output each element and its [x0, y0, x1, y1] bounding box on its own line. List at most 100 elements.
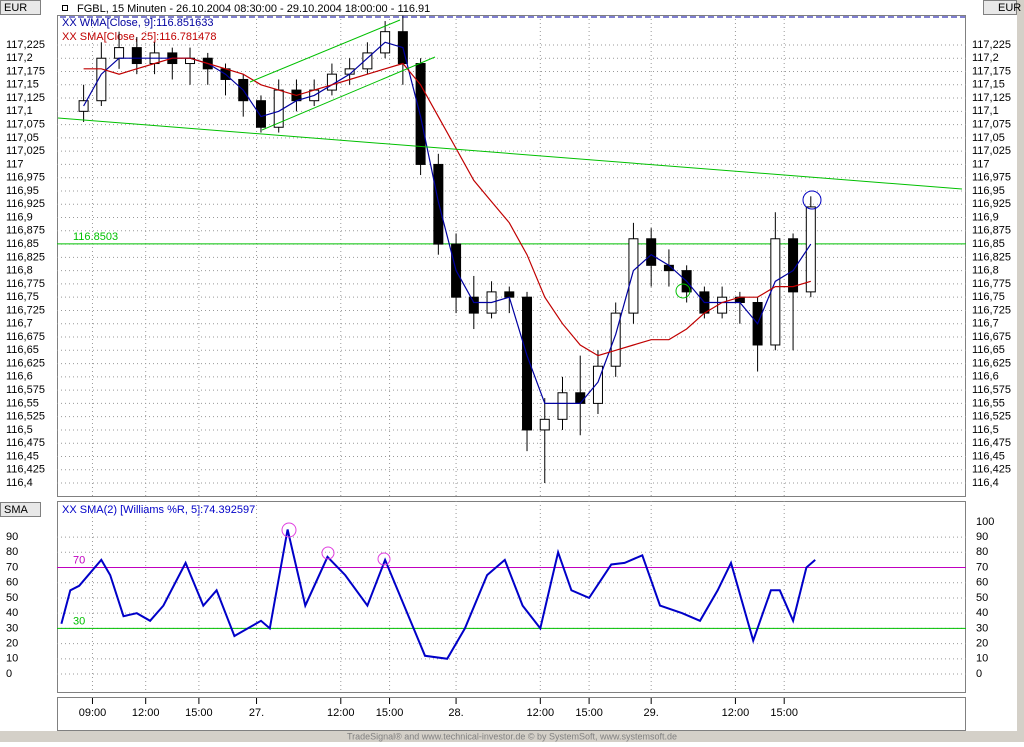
y-tick-label: 116,825: [6, 251, 45, 263]
indicator-frame: [57, 501, 966, 693]
y-tick-label: 116,75: [6, 291, 39, 303]
panel-label: SMA: [4, 504, 29, 516]
y-tick-label: 116,675: [972, 331, 1011, 343]
candle-body: [362, 52, 373, 70]
x-tick-label: 15:00: [376, 707, 404, 719]
y-tick-label: 117,175: [972, 65, 1011, 77]
y-tick-label: 116,7: [972, 318, 999, 330]
legend-entry: XX SMA[Close, 25]:116.781478: [62, 31, 217, 43]
candle-body: [717, 296, 728, 314]
y-tick-label: 116,925: [972, 198, 1011, 210]
y-tick-label: 40: [6, 607, 18, 619]
y-tick-label: 117,1: [6, 105, 33, 117]
y-tick-label: 116,9: [972, 211, 999, 223]
y-tick-label: 90: [6, 531, 18, 543]
y-tick-label: 116,85: [972, 238, 1005, 250]
time-axis-frame: [57, 697, 966, 731]
marker-circle: [281, 522, 297, 538]
candle-body: [539, 418, 550, 431]
marker-circle: [321, 546, 335, 560]
candle-body: [805, 206, 816, 293]
y-tick-label: 116,875: [972, 225, 1011, 237]
candle-body: [78, 100, 89, 112]
reference-label: 30: [73, 615, 85, 627]
y-tick-label: 116,65: [972, 344, 1005, 356]
y2-tick-label: 100: [976, 516, 994, 528]
x-tick-label: 15:00: [185, 707, 213, 719]
candle-body: [114, 47, 125, 59]
marker-circle: [377, 552, 391, 566]
y-tick-label: 116,5: [6, 424, 33, 436]
y2-tick-label: 80: [976, 546, 988, 558]
candle-body: [770, 238, 781, 346]
indicator-line: [83, 57, 811, 357]
y-tick-label: 117,075: [972, 119, 1011, 131]
y-tick-label: 116,575: [6, 384, 45, 396]
y-tick-label: 116,775: [972, 278, 1011, 290]
y-tick-label: 117,05: [972, 132, 1005, 144]
candle-body: [788, 238, 799, 293]
y-tick-label: 117,075: [6, 119, 45, 131]
y2-tick-label: 30: [976, 622, 988, 634]
y-tick-label: 117,15: [6, 79, 39, 91]
y-tick-label: 116,9: [6, 211, 33, 223]
y-tick-label: 116,675: [6, 331, 45, 343]
y-tick-label: 116,525: [972, 411, 1011, 423]
y-tick-label: 116,6: [6, 371, 33, 383]
x-tick-label: 15:00: [770, 707, 798, 719]
y-tick-label: 116,825: [972, 251, 1011, 263]
y-tick-label: 116,45: [972, 450, 1005, 462]
candle-body: [575, 392, 586, 404]
y-tick-label: 116,425: [972, 464, 1011, 476]
y-tick-label: 116,85: [6, 238, 39, 250]
y-tick-label: 117,225: [972, 39, 1011, 51]
y-tick-label: 116,65: [6, 344, 39, 356]
title-icon: [62, 5, 68, 11]
y2-tick-label: 0: [976, 668, 982, 680]
x-tick-label: 15:00: [575, 707, 603, 719]
y-tick-label: 116,875: [6, 225, 45, 237]
x-tick-label: 12:00: [327, 707, 355, 719]
x-tick-label: 29.: [644, 707, 659, 719]
unit-label: EUR: [998, 2, 1021, 14]
x-tick-label: 09:00: [79, 707, 107, 719]
y-tick-label: 116,625: [6, 357, 45, 369]
y-tick-label: 117,125: [972, 92, 1011, 104]
candle-body: [415, 63, 426, 165]
y-tick-label: 30: [6, 622, 18, 634]
legend-entry: XX SMA(2) [Williams %R, 5]:74.392597: [62, 504, 255, 516]
y-tick-label: 117,025: [972, 145, 1011, 157]
marker-circle: [802, 190, 822, 210]
candle-body: [326, 73, 337, 91]
y-tick-label: 20: [6, 638, 18, 650]
unit-label: EUR: [4, 2, 27, 14]
candle-body: [504, 291, 515, 298]
chart-title: FGBL, 15 Minuten - 26.10.2004 08:30:00 -…: [77, 3, 430, 15]
y-tick-label: 116,95: [972, 185, 1005, 197]
price-frame: [57, 15, 966, 497]
y-tick-label: 116,725: [6, 304, 45, 316]
side-strip: [1017, 0, 1024, 742]
y2-tick-label: 20: [976, 638, 988, 650]
y-tick-label: 70: [6, 561, 18, 573]
y-tick-label: 116,8: [6, 265, 33, 277]
y-tick-label: 116,75: [972, 291, 1005, 303]
y-tick-label: 117: [6, 158, 24, 170]
y-tick-label: 116,725: [972, 304, 1011, 316]
y2-tick-label: 60: [976, 577, 988, 589]
y-tick-label: 117,05: [6, 132, 39, 144]
unit-box: [0, 0, 41, 15]
y-tick-label: 117,225: [6, 39, 45, 51]
candle-body: [628, 238, 639, 314]
footer: TradeSignal® and www.technical-investor.…: [347, 731, 677, 741]
y-tick-label: 117,2: [972, 52, 999, 64]
legend-entry: XX WMA[Close, 9]:116.851633: [62, 17, 213, 29]
y2-tick-label: 50: [976, 592, 988, 604]
y-tick-label: 116,475: [6, 437, 45, 449]
reference-label: 116.8503: [73, 231, 118, 243]
candle-body: [557, 392, 568, 420]
y2-tick-label: 90: [976, 531, 988, 543]
reference-label: 70: [73, 554, 85, 566]
